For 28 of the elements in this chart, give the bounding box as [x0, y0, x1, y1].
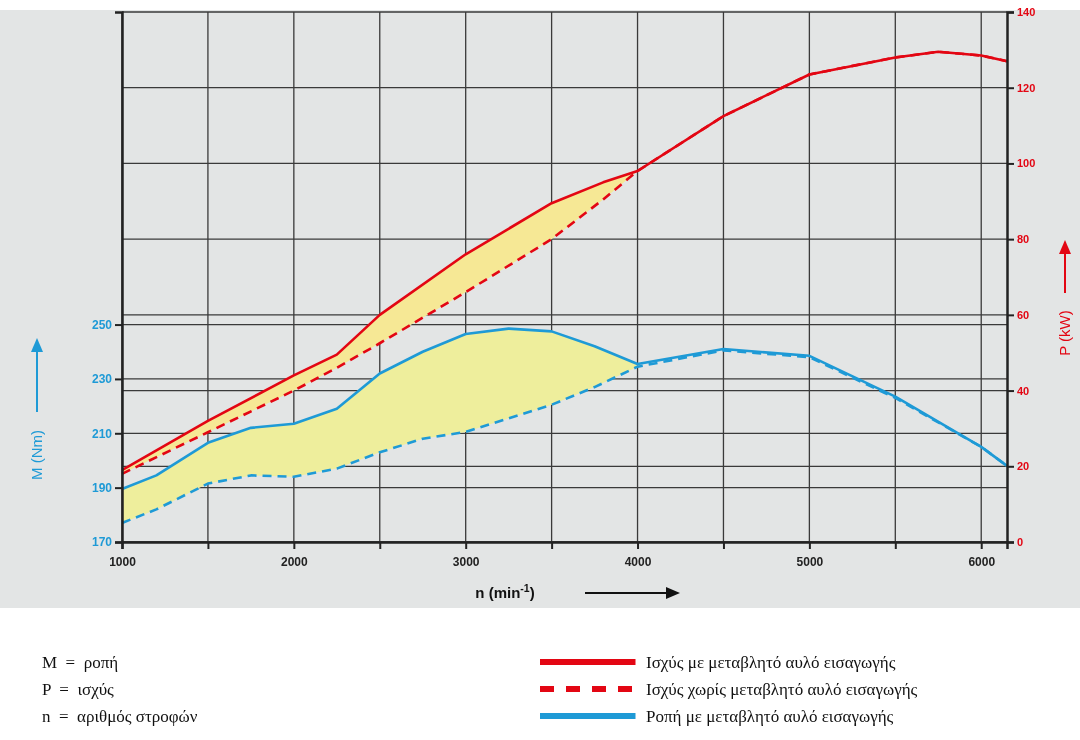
- y-tick-label: 210: [91, 426, 113, 441]
- y2-tick-label: 120: [1017, 81, 1036, 94]
- text: n = αριθμός στροφών: [42, 707, 198, 726]
- x-tick-label: 1000: [109, 555, 137, 570]
- y2-tick-label: 100: [1017, 157, 1036, 170]
- legend-label: Ροπή με μεταβλητό αυλό εισαγωγής: [646, 707, 894, 726]
- x-tick-label: 2000: [280, 555, 309, 570]
- text: M = ροπή: [42, 653, 119, 672]
- y2-axis-title: P (kW): [1056, 310, 1073, 356]
- legend-label: Ισχύς χωρίς μεταβλητό αυλό εισαγωγής: [646, 680, 918, 699]
- y2-tick-label: 80: [1017, 233, 1030, 246]
- y-tick-label: 170: [91, 535, 113, 550]
- y-axis-title: M (Nm): [28, 430, 45, 480]
- y-tick-label: 230: [91, 372, 113, 387]
- y-tick-label: 190: [91, 480, 113, 495]
- y2-tick-label: 20: [1017, 460, 1030, 473]
- x-axis-title: n (min$^{-1}$): [475, 582, 535, 601]
- text: P = ισχύς: [42, 680, 115, 699]
- y-tick-label: 250: [91, 317, 113, 332]
- legend-label: Ισχύς με μεταβλητό αυλό εισαγωγής: [646, 653, 896, 672]
- y2-tick-label: 60: [1017, 308, 1030, 321]
- y2-tick-label: 140: [1017, 6, 1036, 19]
- y2-tick-label: 0: [1017, 536, 1024, 549]
- x-tick-label: 3000: [452, 555, 480, 570]
- x-tick-label: 4000: [624, 555, 652, 570]
- x-tick-label: 5000: [796, 555, 824, 570]
- y2-tick-label: 40: [1017, 384, 1030, 397]
- x-tick-label: 6000: [968, 555, 996, 570]
